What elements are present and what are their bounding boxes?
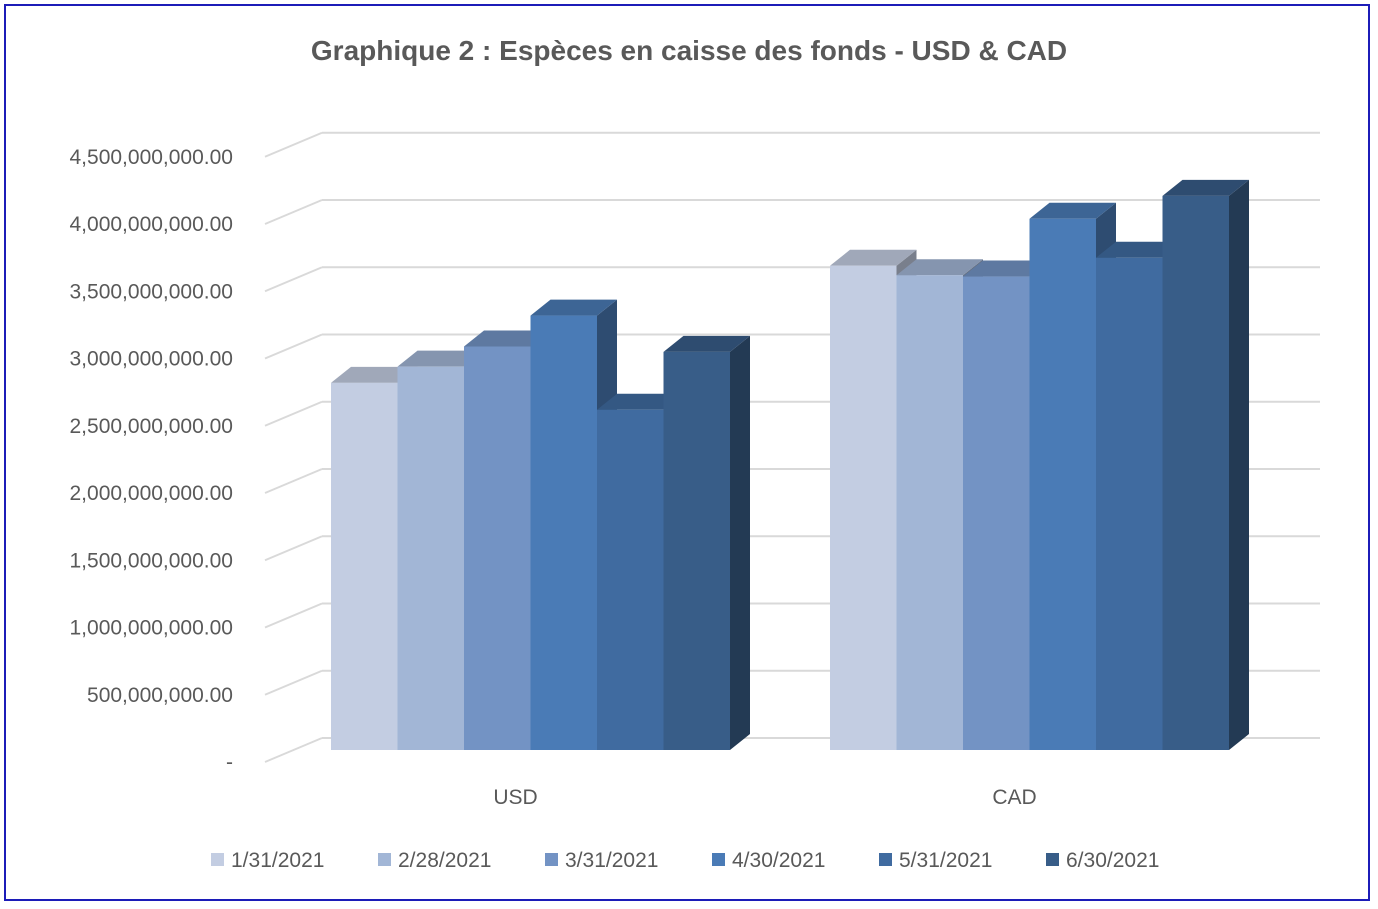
bars: [331, 179, 1249, 751]
y-tick-label: 2,000,000,000.00: [70, 482, 234, 505]
bar-side: [1229, 179, 1249, 751]
y-tick-label: 1,500,000,000.00: [70, 549, 234, 572]
bar-top: [530, 299, 617, 316]
gridline-side: [264, 333, 323, 360]
legend-label: 1/31/2021: [231, 849, 324, 872]
legend-label: 3/31/2021: [565, 849, 658, 872]
y-tick-label: 3,000,000,000.00: [70, 348, 234, 371]
gridline-side: [264, 131, 323, 158]
bar-front: [1162, 195, 1229, 751]
bar-top: [331, 366, 418, 383]
y-tick-label: 500,000,000.00: [87, 684, 233, 707]
bar-front: [464, 346, 531, 750]
gridline-side: [264, 199, 323, 225]
y-tick-label: 1,000,000,000.00: [70, 617, 234, 640]
gridline-side: [264, 400, 323, 427]
legend-item: 4/30/2021: [712, 849, 825, 872]
bar-top: [1096, 241, 1183, 258]
bar-front: [397, 366, 464, 750]
bar-top: [1162, 179, 1249, 196]
legend: 1/31/2021 2/28/2021 3/31/2021 4/30/2021 5/31…: [211, 849, 1159, 872]
bar-top: [830, 249, 917, 266]
bar-front: [963, 276, 1030, 750]
legend-swatch: [378, 853, 391, 866]
bar-front: [1096, 257, 1163, 750]
bar-front: [597, 409, 664, 750]
bar-front: [331, 382, 398, 750]
legend-swatch: [1046, 853, 1059, 866]
bar: [1162, 179, 1249, 751]
bar-front: [1029, 218, 1096, 751]
gridline-side: [264, 468, 323, 494]
y-tick-label: 3,500,000,000.00: [70, 280, 234, 303]
y-axis-ticks: - 500,000,000.00 1,000,000,000.00 1,500,000…: [70, 146, 234, 774]
bar-top: [397, 350, 484, 367]
bar-front: [530, 315, 597, 750]
gridline-side: [264, 669, 323, 696]
legend-swatch: [712, 853, 725, 866]
gridline-side: [264, 602, 323, 629]
bar: [663, 335, 750, 750]
legend-swatch: [545, 853, 558, 866]
bar-top: [1029, 202, 1116, 219]
bar-top: [963, 260, 1050, 277]
y-tick-label: -: [226, 751, 233, 774]
y-tick-label: 4,500,000,000.00: [70, 146, 234, 169]
bar-front: [896, 275, 963, 750]
legend-item: 1/31/2021: [211, 849, 324, 872]
chart-title: Graphique 2 : Espèces en caisse des fond…: [311, 35, 1067, 66]
gridline-side: [264, 535, 323, 562]
legend-label: 6/30/2021: [1066, 849, 1159, 872]
bar-front: [830, 265, 897, 750]
legend-label: 5/31/2021: [899, 849, 992, 872]
legend-item: 5/31/2021: [879, 849, 992, 872]
y-tick-label: 4,000,000,000.00: [70, 213, 234, 236]
legend-swatch: [211, 853, 224, 866]
y-tick-label: 2,500,000,000.00: [70, 415, 234, 438]
x-category-label: CAD: [992, 786, 1036, 809]
bar-top: [464, 330, 551, 347]
x-axis-categories: USD CAD: [493, 786, 1036, 809]
legend-label: 4/30/2021: [732, 849, 825, 872]
legend-swatch: [879, 853, 892, 866]
legend-label: 2/28/2021: [398, 849, 491, 872]
bar-side: [730, 335, 750, 750]
bar-top: [896, 259, 983, 276]
x-category-label: USD: [493, 786, 537, 809]
gridline-side: [264, 266, 323, 293]
bar-front: [663, 351, 730, 750]
bar-top: [597, 393, 684, 410]
legend-item: 6/30/2021: [1046, 849, 1159, 872]
gridline-side: [264, 737, 323, 763]
legend-item: 2/28/2021: [378, 849, 491, 872]
bar-top: [663, 335, 750, 352]
legend-item: 3/31/2021: [545, 849, 658, 872]
